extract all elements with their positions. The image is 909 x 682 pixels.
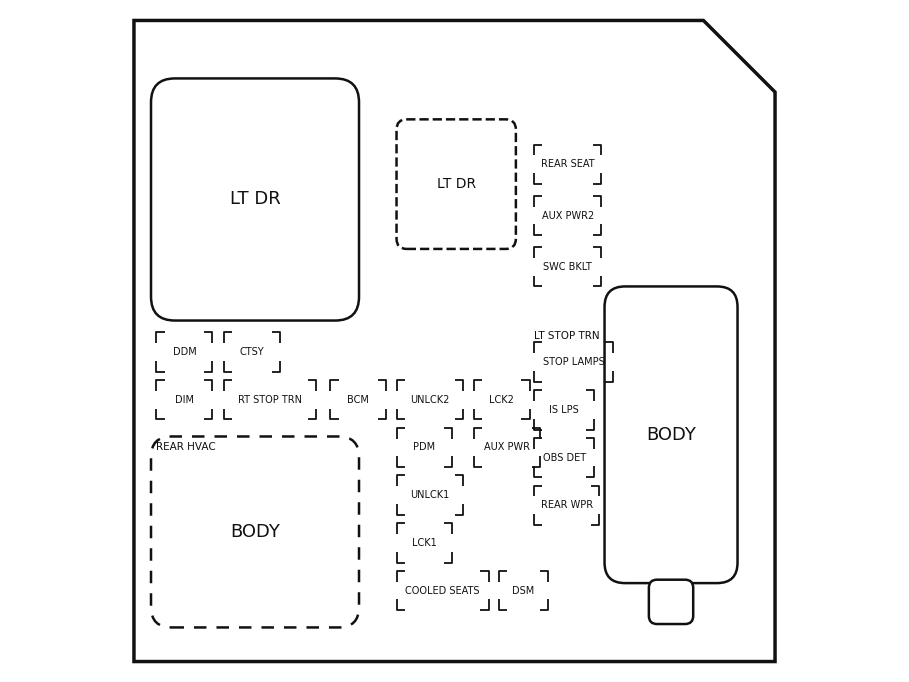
Text: LCK2: LCK2 bbox=[489, 395, 514, 404]
Text: AUX PWR: AUX PWR bbox=[484, 443, 530, 452]
FancyBboxPatch shape bbox=[151, 78, 359, 321]
Text: AUX PWR2: AUX PWR2 bbox=[542, 211, 594, 220]
Text: REAR WPR: REAR WPR bbox=[541, 501, 593, 510]
Text: IS LPS: IS LPS bbox=[549, 405, 579, 415]
Text: PDM: PDM bbox=[414, 443, 435, 452]
Text: UNLCK2: UNLCK2 bbox=[410, 395, 450, 404]
Text: REAR SEAT: REAR SEAT bbox=[541, 160, 594, 169]
Text: STOP LAMPS: STOP LAMPS bbox=[543, 357, 604, 367]
Polygon shape bbox=[134, 20, 775, 662]
Text: BODY: BODY bbox=[230, 523, 280, 541]
Text: SWC BKLT: SWC BKLT bbox=[544, 262, 592, 271]
FancyBboxPatch shape bbox=[151, 436, 359, 627]
Text: LCK1: LCK1 bbox=[412, 538, 437, 548]
Text: COOLED SEATS: COOLED SEATS bbox=[405, 586, 480, 595]
Text: UNLCK1: UNLCK1 bbox=[410, 490, 450, 500]
Text: LT DR: LT DR bbox=[436, 177, 475, 191]
Text: DIM: DIM bbox=[175, 395, 194, 404]
Text: DSM: DSM bbox=[513, 586, 534, 595]
Text: DDM: DDM bbox=[173, 347, 196, 357]
Text: BCM: BCM bbox=[347, 395, 369, 404]
FancyBboxPatch shape bbox=[604, 286, 737, 583]
Text: LT DR: LT DR bbox=[230, 190, 280, 209]
Text: REAR HVAC: REAR HVAC bbox=[156, 442, 216, 451]
FancyBboxPatch shape bbox=[649, 580, 694, 624]
FancyBboxPatch shape bbox=[396, 119, 516, 249]
Text: LT STOP TRN: LT STOP TRN bbox=[534, 331, 600, 340]
Text: CTSY: CTSY bbox=[240, 347, 265, 357]
Text: RT STOP TRN: RT STOP TRN bbox=[238, 395, 302, 404]
Text: BODY: BODY bbox=[646, 426, 696, 444]
Text: OBS DET: OBS DET bbox=[543, 453, 586, 462]
